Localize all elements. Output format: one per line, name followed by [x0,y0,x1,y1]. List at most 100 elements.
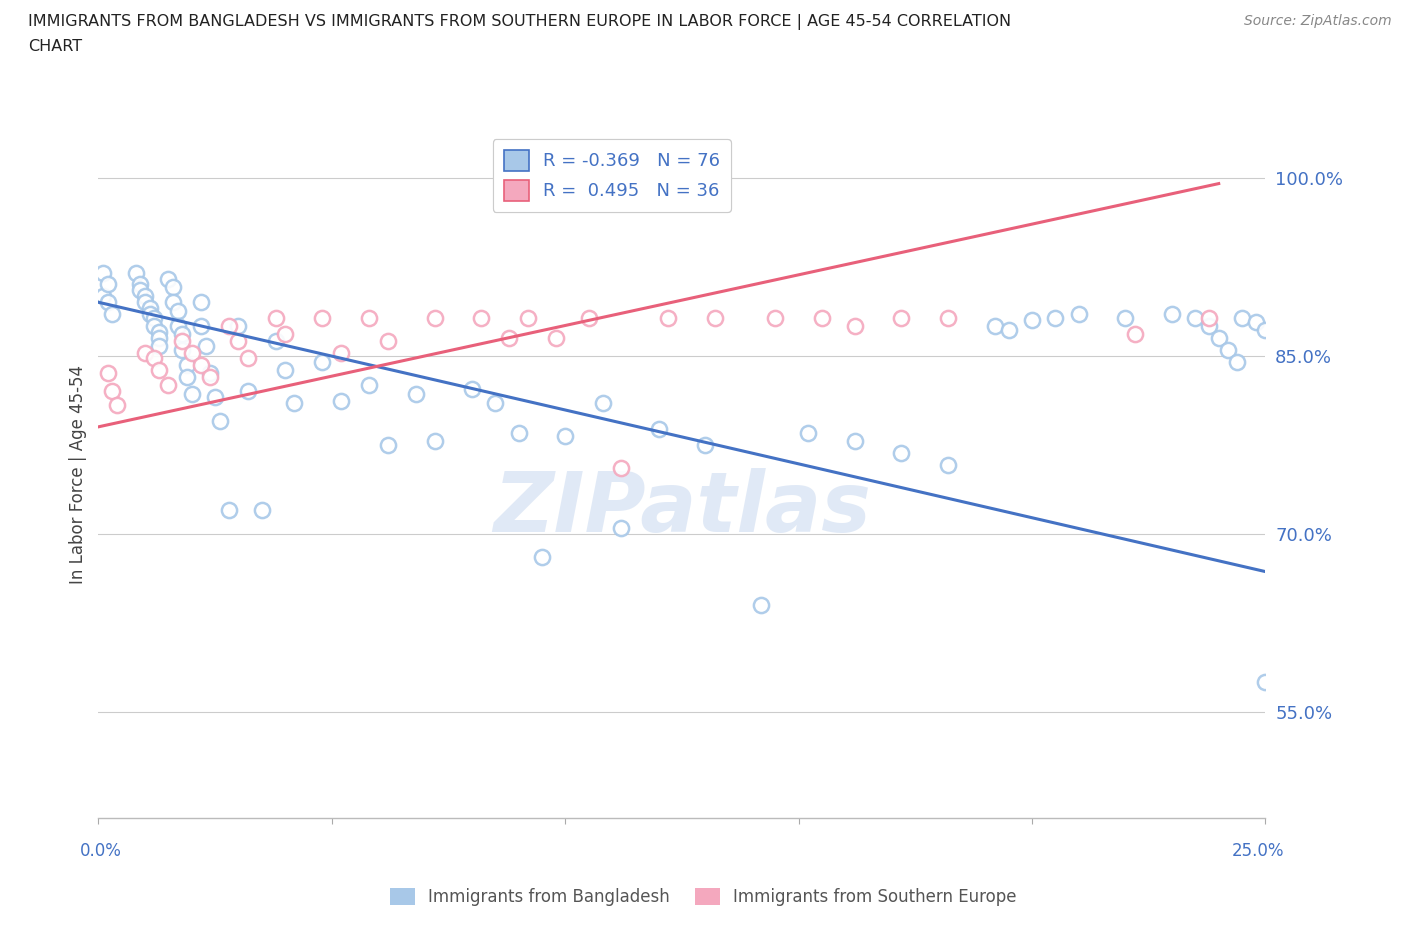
Point [176,369,198,384]
Point [423,433,446,448]
Point [844,433,866,448]
Point [176,358,198,373]
Point [498,330,520,345]
Point [890,311,912,325]
Point [91,265,114,280]
Point [1244,315,1267,330]
Point [172,334,194,349]
Point [377,334,399,349]
Point [508,425,530,440]
Point [148,363,170,378]
Point [204,390,226,405]
Point [797,425,820,440]
Point [134,295,156,310]
Point [359,311,381,325]
Point [139,300,162,315]
Point [172,342,194,357]
Point [844,319,866,334]
Point [143,319,166,334]
Point [1216,342,1239,357]
Point [180,346,202,361]
Text: 0.0%: 0.0% [80,842,122,860]
Point [97,277,120,292]
Point [166,303,188,318]
Point [1198,311,1220,325]
Point [554,429,576,444]
Point [91,289,114,304]
Point [264,311,287,325]
Point [134,289,156,304]
Point [936,458,959,472]
Point [1045,311,1067,325]
Text: CHART: CHART [28,39,82,54]
Point [749,597,772,612]
Point [763,311,786,325]
Point [936,311,959,325]
Point [1123,326,1146,341]
Point [544,330,567,345]
Point [274,326,297,341]
Point [250,502,273,517]
Point [1254,674,1277,689]
Point [218,319,240,334]
Point [208,414,231,429]
Text: Source: ZipAtlas.com: Source: ZipAtlas.com [1244,14,1392,28]
Point [657,311,679,325]
Point [1067,307,1090,322]
Point [1184,311,1206,325]
Point [166,319,188,334]
Point [330,393,353,408]
Point [530,550,553,565]
Point [983,319,1005,334]
Legend: R = -0.369   N = 76, R =  0.495   N = 36: R = -0.369 N = 76, R = 0.495 N = 36 [492,140,731,212]
Point [890,445,912,460]
Point [143,351,166,365]
Point [148,339,170,353]
Point [194,339,217,353]
Text: 25.0%: 25.0% [1232,842,1285,860]
Point [125,265,148,280]
Point [578,311,600,325]
Point [148,325,170,339]
Point [101,384,124,399]
Point [105,398,128,413]
Point [228,334,250,349]
Point [1208,330,1230,345]
Point [610,520,633,535]
Point [1198,319,1220,334]
Point [470,311,492,325]
Text: IMMIGRANTS FROM BANGLADESH VS IMMIGRANTS FROM SOUTHERN EUROPE IN LABOR FORCE | A: IMMIGRANTS FROM BANGLADESH VS IMMIGRANTS… [28,14,1011,30]
Point [1021,312,1043,327]
Point [461,381,484,396]
Point [172,326,194,341]
Point [1230,311,1253,325]
Point [377,437,399,452]
Point [1161,307,1184,322]
Point [1226,354,1249,369]
Point [97,366,120,381]
Point [162,295,184,310]
Legend: Immigrants from Bangladesh, Immigrants from Southern Europe: Immigrants from Bangladesh, Immigrants f… [382,881,1024,912]
Point [647,422,669,437]
Point [423,311,446,325]
Point [1114,311,1136,325]
Point [330,346,353,361]
Point [129,277,152,292]
Point [143,311,166,325]
Point [236,351,259,365]
Point [484,395,506,410]
Point [157,378,180,392]
Point [129,283,152,298]
Point [311,311,333,325]
Point [359,378,381,392]
Point [592,395,614,410]
Point [997,322,1019,337]
Point [405,386,427,401]
Point [200,369,222,384]
Point [157,271,180,286]
Point [190,358,212,373]
Point [162,279,184,294]
Point [190,319,212,334]
Point [139,307,162,322]
Point [695,437,717,452]
